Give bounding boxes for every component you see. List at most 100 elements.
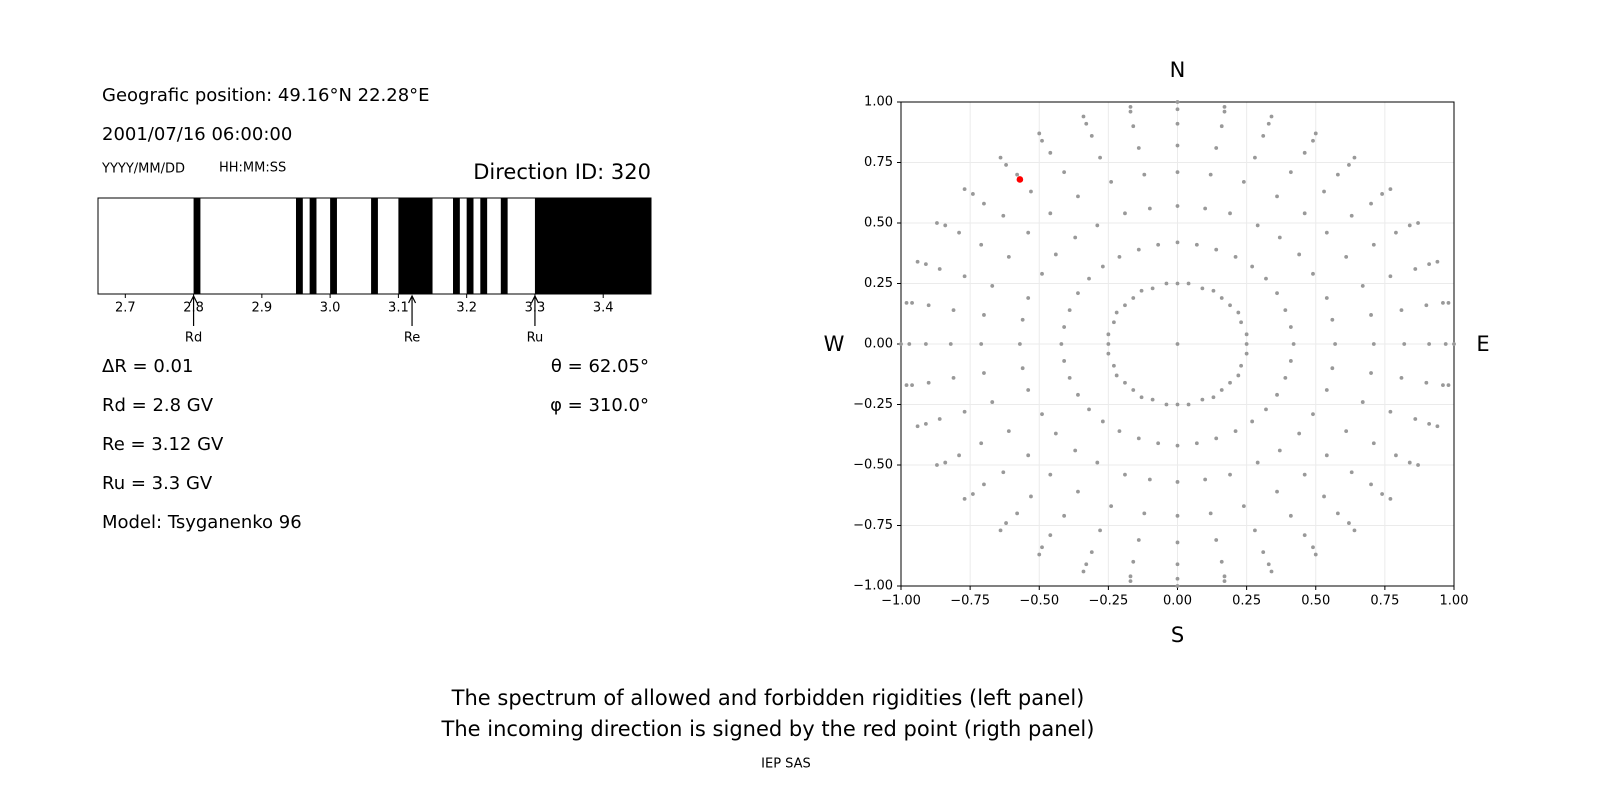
parameter: Model: Tsyganenko 96	[102, 512, 302, 533]
direction-point	[1114, 373, 1119, 378]
forbidden-band	[330, 198, 337, 294]
direction-point	[1123, 303, 1127, 308]
direction-point	[1109, 179, 1114, 184]
direction-point	[899, 342, 903, 346]
direction-point	[1017, 342, 1022, 346]
direction-point	[1413, 417, 1418, 421]
direction-point	[1427, 342, 1432, 346]
direction-point	[1156, 242, 1161, 247]
direction-point	[957, 230, 961, 235]
direction-point	[1131, 559, 1136, 564]
direction-point	[1388, 274, 1393, 279]
direction-point	[1106, 342, 1111, 346]
direction-point	[1142, 511, 1147, 516]
direction-point	[1394, 230, 1398, 235]
direction-point	[1211, 395, 1216, 400]
parameter: φ = 310.0°	[550, 395, 649, 416]
direction-point	[1427, 421, 1432, 426]
forbidden-band	[193, 198, 201, 294]
x-tick-label: 3.1	[388, 301, 409, 316]
direction-point	[1219, 559, 1224, 564]
direction-point	[1241, 179, 1246, 184]
direction-point	[982, 371, 986, 375]
direction-point	[1076, 291, 1080, 296]
direction-label: S	[1171, 623, 1184, 647]
direction-point	[1269, 114, 1274, 119]
direction-point	[1098, 155, 1102, 160]
direction-point	[1136, 436, 1141, 441]
forbidden-band	[295, 198, 303, 294]
spectrum-border	[97, 197, 652, 295]
direction-point	[1324, 388, 1329, 392]
direction-point	[1302, 472, 1307, 477]
forbidden-band	[309, 198, 317, 294]
direction-point	[1062, 513, 1067, 518]
direction-point	[1175, 143, 1180, 148]
direction-point	[1250, 419, 1255, 424]
direction-point	[1264, 407, 1268, 412]
direction-point	[935, 221, 939, 225]
direction-point	[1175, 342, 1180, 346]
direction-point	[1275, 291, 1279, 296]
direction-point	[962, 496, 967, 501]
direction-point	[1352, 528, 1357, 533]
y-tick-label: −0.25	[853, 397, 893, 412]
direction-point	[1208, 172, 1213, 177]
forbidden-band	[466, 198, 474, 294]
parameter: Rd = 2.8 GV	[102, 395, 214, 416]
y-tick-label: 0.00	[864, 337, 893, 352]
direction-point	[1087, 276, 1091, 281]
direction-point	[1150, 397, 1155, 402]
direction-point	[962, 187, 967, 192]
direction-point	[1004, 521, 1008, 525]
direction-point	[970, 492, 975, 496]
direction-point	[1186, 281, 1191, 286]
direction-point	[1147, 477, 1152, 482]
direction-point	[1228, 303, 1232, 308]
direction-point	[1062, 359, 1067, 363]
direction-point	[1399, 308, 1404, 313]
x-tick-label: −0.50	[1019, 594, 1059, 609]
direction-point	[1128, 109, 1133, 114]
direction-point	[937, 417, 942, 421]
y-tick-label: 1.00	[864, 95, 893, 110]
marker-arrowhead	[408, 294, 417, 304]
direction-point	[1266, 562, 1271, 567]
direction-point	[1244, 342, 1249, 346]
direction-point	[1175, 240, 1180, 245]
forbidden-band	[500, 198, 508, 294]
direction-point	[1136, 146, 1141, 150]
direction-point	[951, 375, 956, 380]
marker-label: Rd	[185, 331, 202, 346]
direction-point	[1241, 504, 1246, 509]
direction-point	[1446, 300, 1451, 305]
direction-point	[1277, 235, 1282, 240]
direction-point	[1131, 124, 1136, 129]
x-tick-label: −0.25	[1088, 594, 1128, 609]
direction-point	[915, 424, 920, 429]
x-tick-label: 3.2	[456, 301, 477, 316]
parameter: Ru = 3.3 GV	[102, 473, 213, 494]
footer: IEP SAS	[761, 757, 811, 772]
direction-point	[1394, 453, 1398, 458]
direction-point	[1123, 211, 1127, 216]
direction-point	[1015, 172, 1020, 177]
x-tick-label: 0.25	[1232, 594, 1261, 609]
y-tick-label: 0.75	[864, 155, 893, 170]
direction-point	[1275, 194, 1279, 199]
direction-point	[1302, 211, 1307, 216]
direction-point	[1098, 528, 1102, 533]
direction-point	[1416, 221, 1420, 225]
direction-point	[1369, 371, 1373, 375]
direction-point	[1288, 513, 1293, 518]
direction-point	[1131, 388, 1136, 392]
direction-point	[1324, 296, 1329, 300]
direction-point	[1416, 463, 1420, 467]
y-tick-label: −0.75	[853, 518, 893, 533]
direction-point	[1089, 550, 1094, 555]
direction-point	[1255, 460, 1260, 465]
direction-point	[1106, 332, 1111, 337]
marker-label: Ru	[527, 331, 544, 346]
direction-point	[1275, 489, 1279, 494]
direction-point	[1313, 552, 1318, 557]
